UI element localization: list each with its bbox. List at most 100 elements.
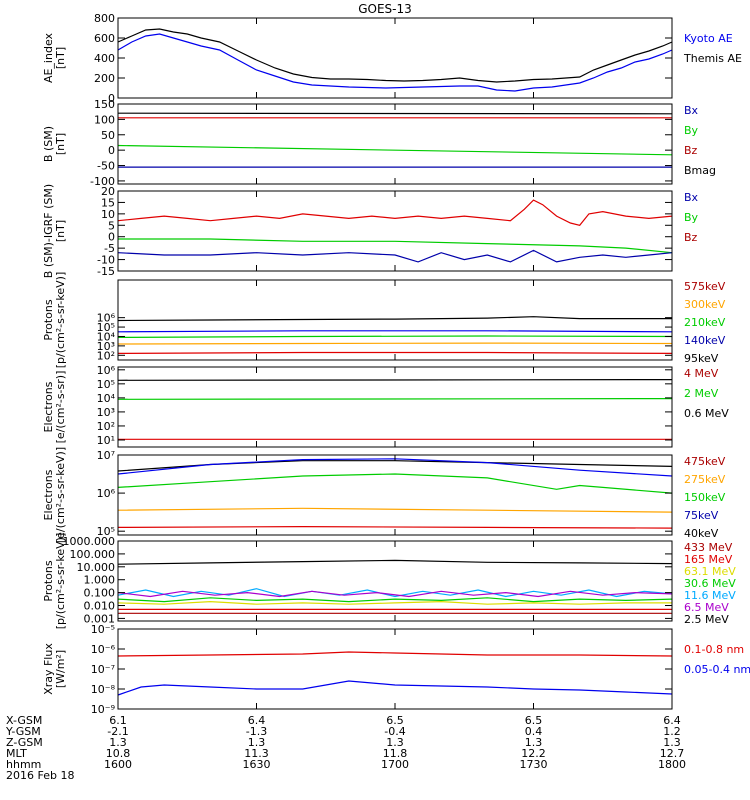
ephemeris-value-1-2: -0.4: [384, 725, 405, 738]
protons1-legend-0: 575keV: [684, 280, 726, 293]
chart-title: GOES-13: [358, 2, 412, 16]
ephemeris-value-0-4: 6.4: [663, 714, 681, 727]
ae-ylabel-1: [nT]: [54, 47, 67, 69]
electrons2-series-3: [117, 507, 673, 513]
electrons1-ytick-label-4: 10⁵: [97, 378, 115, 391]
electrons1-ytick-label-5: 10⁶: [97, 364, 116, 377]
bsm-ylabel-1: [nT]: [54, 133, 67, 155]
bigrf-legend-1: By: [684, 211, 699, 224]
protons2-ytick-label-1: 0.010: [84, 600, 116, 613]
ephemeris-value-0-1: 6.4: [248, 714, 266, 727]
ephemeris-value-2-4: 1.3: [663, 736, 681, 749]
bsm-series-0: [117, 112, 673, 115]
protons1-ytick-label-3: 10⁵: [97, 321, 115, 334]
bsm-legend-2: Bz: [684, 144, 698, 157]
protons2-ytick-label-5: 100.000: [70, 548, 116, 561]
bigrf-ytick-label-4: 5: [108, 219, 115, 232]
ae-ytick-label-4: 800: [94, 12, 115, 25]
bsm-ylabel-0: B (SM): [42, 126, 55, 162]
protons1-ytick-label-1: 10³: [97, 340, 115, 353]
protons1-legend-3: 140keV: [684, 334, 726, 347]
ae-ytick-label-2: 400: [94, 52, 115, 65]
ephemeris-value-2-0: 1.3: [109, 736, 127, 749]
ephemeris-value-3-0: 10.8: [106, 747, 131, 760]
ephemeris-value-2-1: 1.3: [248, 736, 266, 749]
protons2-ytick-label-6: 1000.000: [63, 535, 116, 548]
protons2-legend-2: 63.1 MeV: [684, 565, 736, 578]
ephemeris-value-3-1: 11.3: [244, 747, 269, 760]
electrons1-legend-2: 0.6 MeV: [684, 407, 729, 420]
ephemeris-value-2-2: 1.3: [386, 736, 404, 749]
protons2-series-4: [117, 600, 672, 605]
ae-series-1: [117, 33, 673, 92]
bsm-frame: [117, 103, 673, 185]
ae-ylabel-0: AE_index: [42, 32, 55, 83]
ephemeris-value-1-4: 1.2: [663, 725, 681, 738]
protons1-series-3: [117, 342, 673, 345]
bigrf-ylabel-0: B (SM)-IGRF (SM): [42, 184, 55, 278]
ephemeris-table: X-GSM 6.1 6.4 6.5 6.5 6.4 Y-GSM -2.1 -1.3 -0.4 0.4…: [5, 714, 686, 782]
ephemeris-value-1-1: -1.3: [246, 725, 267, 738]
electrons1-legend-0: 4 MeV: [684, 367, 719, 380]
xray-legend-0: 0.1-0.8 nm: [684, 643, 744, 656]
protons2-series-3: [117, 597, 673, 603]
protons2-legend-1: 165 MeV: [684, 553, 733, 566]
electrons2-ytick-label-1: 10⁶: [97, 487, 116, 500]
ae-frame: [117, 17, 673, 99]
protons2-legend-0: 433 MeV: [684, 541, 733, 554]
xray-ytick-label-2: 10⁻⁷: [91, 663, 115, 676]
protons1-ytick-label-4: 10⁶: [97, 312, 116, 325]
protons2-ylabel-0: Protons: [42, 560, 55, 601]
xray-series-0: [117, 651, 673, 657]
ephemeris-value-1-3: 0.4: [525, 725, 543, 738]
protons2-legend-6: 2.5 MeV: [684, 613, 729, 626]
ae-ytick-label-1: 200: [94, 72, 115, 85]
bigrf-ytick-label-5: 10: [101, 208, 115, 221]
protons1-series-0: [117, 316, 672, 322]
panel-electrons2: 10⁵ 10⁶ 10⁷ Electrons [e/(cm²-s-sr-keV)] 475k…: [42, 447, 726, 543]
ae-legend-1: Themis AE: [683, 52, 742, 65]
electrons1-ytick-label-0: 10¹: [97, 434, 115, 447]
protons2-ytick-label-0: 0.001: [84, 612, 116, 625]
xray-ylabel-0: Xray Flux: [42, 643, 55, 695]
ae-series-0: [117, 28, 673, 83]
panel-protons2: 0.0010.0100.1001.00010.000100.0001000.00…: [42, 533, 736, 630]
electrons2-ylabel-1: [e/(cm²-s-sr-keV)]: [54, 447, 67, 543]
ephemeris-value-0-3: 6.5: [525, 714, 543, 727]
ae-ytick-label-0: 0: [108, 92, 115, 105]
electrons2-legend-2: 150keV: [684, 491, 726, 504]
bigrf-ytick-label-1: -10: [97, 254, 115, 267]
ephemeris-label-0: X-GSM: [6, 714, 42, 727]
ephemeris-value-0-2: 6.5: [386, 714, 404, 727]
protons1-ytick-label-2: 10⁴: [97, 330, 116, 343]
protons1-series-4: [117, 351, 673, 354]
panel-bsm: -100 -50 0 50 100 150 B (SM) [nT] Bx By Bz Bmag: [42, 98, 716, 188]
electrons1-ytick-label-1: 10²: [97, 420, 115, 433]
ephemeris-value-3-4: 12.7: [660, 747, 685, 760]
bigrf-ytick-label-6: 15: [101, 196, 115, 209]
ae-legend-0: Kyoto AE: [684, 32, 733, 45]
xray-ylabel-1: [W/m²]: [54, 650, 67, 688]
protons1-ylabel-1: [p/(cm²-s-sr-keV)]: [54, 272, 67, 369]
electrons2-legend-3: 75keV: [684, 509, 719, 522]
ephemeris-date: 2016 Feb 18: [6, 769, 74, 782]
ephemeris-label-2: Z-GSM: [6, 736, 43, 749]
bigrf-series-1: [118, 238, 673, 254]
electrons2-frame: [117, 454, 673, 536]
protons2-ytick-label-2: 0.100: [84, 587, 116, 600]
ephemeris-value-4-1: 1630: [243, 758, 271, 771]
electrons1-ytick-label-3: 10⁴: [97, 392, 116, 405]
bsm-ytick-label-4: 100: [94, 113, 115, 126]
electrons2-series-2: [117, 473, 673, 494]
ephemeris-value-3-3: 12.2: [521, 747, 546, 760]
protons1-ylabel-0: Protons: [42, 299, 55, 340]
ephemeris-label-3: MLT: [6, 747, 27, 760]
protons1-legend-2: 210keV: [684, 316, 726, 329]
ephemeris-value-4-3: 1730: [520, 758, 548, 771]
protons2-legend-4: 11.6 MeV: [684, 589, 736, 602]
electrons1-series-0: [117, 379, 673, 381]
